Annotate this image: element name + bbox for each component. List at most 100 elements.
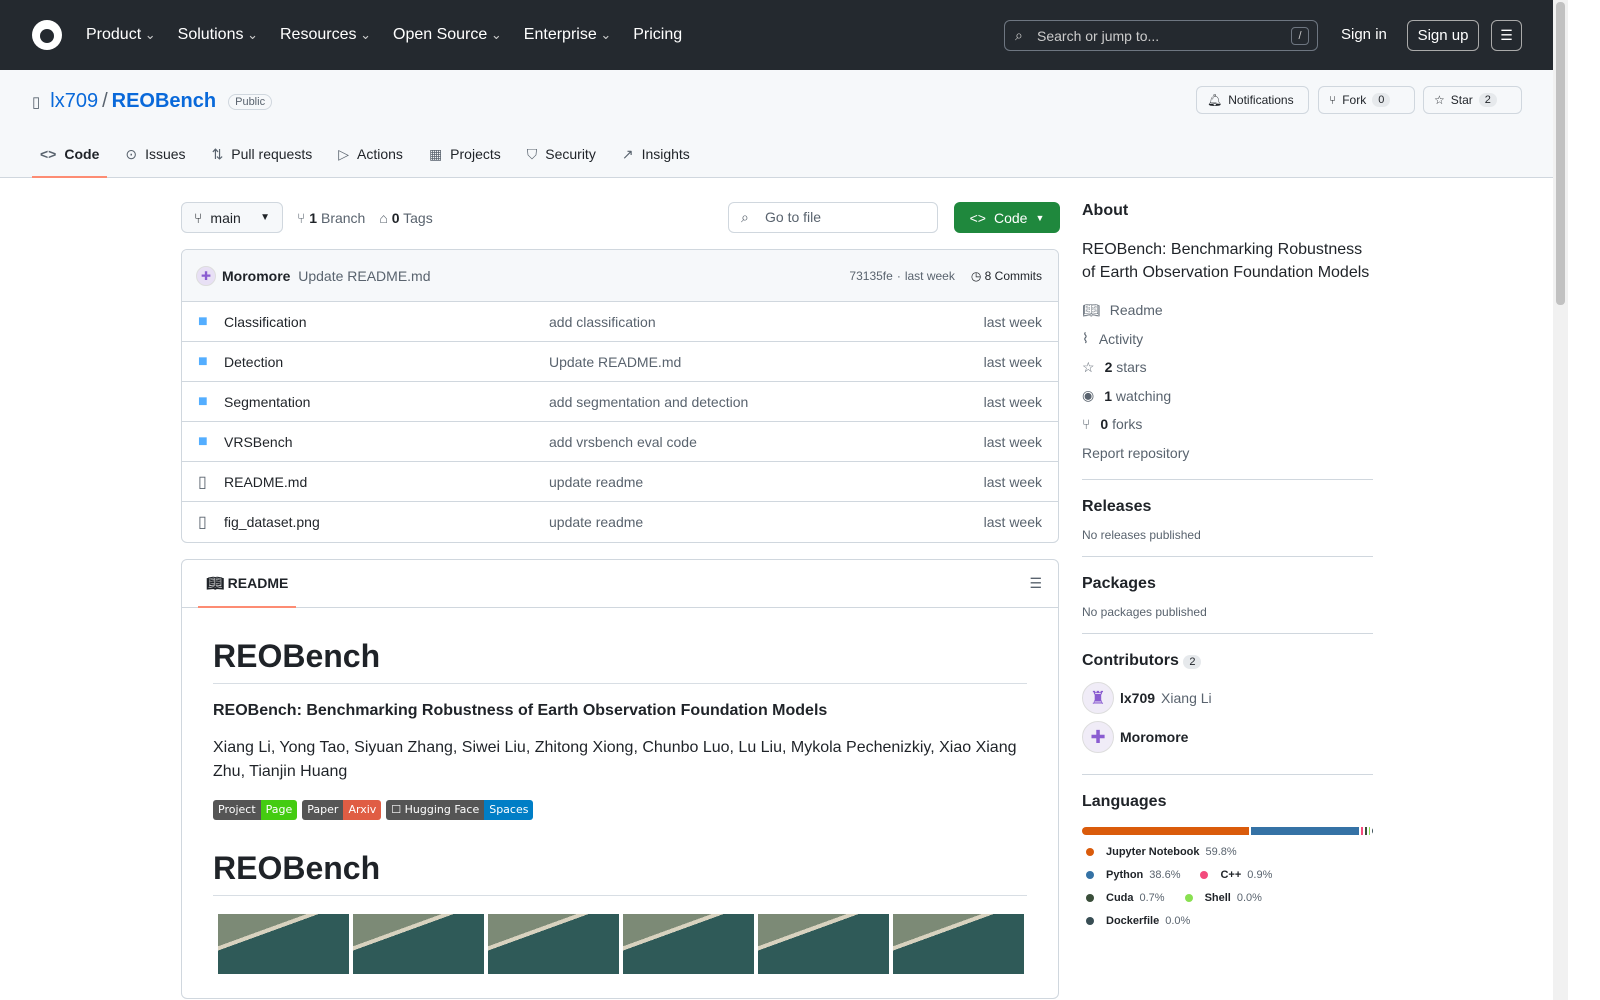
fork-button[interactable]: ⑂ Fork 0 (1318, 86, 1415, 114)
notifications-button[interactable]: 🔔︎ Notifications (1196, 86, 1309, 114)
star-label: Star (1450, 93, 1473, 107)
search-placeholder: Search or jump to... (1037, 27, 1160, 44)
scrollbar-thumb[interactable] (1556, 2, 1565, 305)
language-item[interactable]: Dockerfile 0.0% (1086, 914, 1190, 927)
nav-solutions[interactable]: Solutions (178, 26, 258, 44)
contributor[interactable]: ♜ lx709 Xiang Li (1082, 682, 1373, 714)
language-item[interactable]: Python 38.6% (1086, 868, 1180, 881)
packages-title[interactable]: Packages (1082, 575, 1156, 592)
tab-security[interactable]: ⛉ Security (519, 138, 604, 178)
about-title: About (1082, 202, 1129, 219)
file-time: last week (983, 393, 1042, 410)
branches-label: Branch (320, 209, 366, 226)
language-item[interactable]: Jupyter Notebook 59.8% (1086, 845, 1237, 858)
file-commit-message[interactable]: add vrsbench eval code (549, 433, 697, 450)
branch-select[interactable]: ⑂ main ▼ (181, 202, 283, 233)
folder-icon: ■ (198, 432, 208, 450)
file-icon: ▯ (198, 473, 207, 491)
outline-icon[interactable]: ☰ (1029, 575, 1042, 591)
repo-name-link[interactable]: REOBench (111, 90, 217, 112)
tab-projects[interactable]: ▦ Projects (421, 138, 509, 178)
code-icon: <> (969, 209, 986, 226)
file-name[interactable]: VRSBench (224, 433, 293, 450)
file-row[interactable]: ■ Segmentation add segmentation and detect… (182, 382, 1058, 422)
figure-image (353, 914, 484, 974)
nav-product[interactable]: Product (86, 26, 156, 44)
badge-label: Project (213, 800, 261, 820)
branches-count: 1 (309, 209, 318, 226)
menu-icon[interactable]: ☰ (1491, 20, 1522, 51)
readme-link[interactable]: 📖︎ Readme (1082, 296, 1373, 325)
code-button[interactable]: <> Code ▼ (954, 202, 1060, 233)
nav-resources[interactable]: Resources (280, 26, 371, 44)
branches-link[interactable]: ⑂ 1 Branch (297, 210, 365, 226)
file-commit-message[interactable]: update readme (549, 514, 644, 530)
file-commit-message[interactable]: update readme (549, 473, 644, 490)
avatar[interactable]: ✚ (196, 265, 216, 286)
file-name[interactable]: fig_dataset.png (224, 514, 320, 530)
sign-in-link[interactable]: Sign in (1341, 26, 1387, 43)
nav-open-source[interactable]: Open Source (393, 26, 502, 44)
language-dot-icon (1086, 916, 1094, 925)
activity-link[interactable]: ⌇ Activity (1082, 325, 1373, 354)
badge-value: Arxiv (343, 800, 382, 820)
readme-tab[interactable]: 📖︎ README (198, 561, 297, 608)
commit-author[interactable]: Moromore (222, 267, 291, 284)
tag-icon: ⌂ (379, 209, 392, 226)
file-commit-message[interactable]: add segmentation and detection (549, 393, 749, 410)
separator: / (102, 90, 108, 112)
tab-issues[interactable]: ⊙ Issues (117, 138, 193, 178)
language-item[interactable]: C++ 0.9% (1200, 868, 1272, 881)
readme-authors: Xiang Li, Yong Tao, Siyuan Zhang, Siwei … (213, 739, 1017, 780)
file-commit-message[interactable]: Update README.md (549, 353, 682, 370)
commits-link[interactable]: ◷ 8 Commits (971, 269, 1042, 283)
tab-actions[interactable]: ▷ Actions (330, 138, 411, 178)
global-header: Product Solutions Resources Open Source … (0, 0, 1553, 70)
tab-pull-requests[interactable]: ⇅ Pull requests (204, 138, 321, 178)
file-commit-message[interactable]: add classification (549, 313, 656, 330)
file-name[interactable]: Detection (224, 353, 284, 370)
file-name[interactable]: Classification (224, 313, 307, 330)
search-input[interactable]: ⌕ Search or jump to... / (1004, 20, 1318, 51)
dataset-figure (213, 914, 1027, 974)
file-row[interactable]: ■ Classification add classification last we… (182, 302, 1058, 342)
sign-up-button[interactable]: Sign up (1407, 20, 1479, 51)
file-name[interactable]: Segmentation (224, 393, 311, 410)
search-shortcut: / (1291, 27, 1309, 45)
language-dot-icon (1086, 847, 1094, 856)
repo-owner-link[interactable]: lx709 (50, 90, 99, 112)
nav-pricing[interactable]: Pricing (633, 26, 683, 43)
file-row[interactable]: ▯ README.md update readme last week (182, 462, 1058, 502)
readme-panel: 📖︎ README ☰ REOBench REOBench: Benchmarki… (181, 559, 1059, 999)
file-row[interactable]: ■ Detection Update README.md last week (182, 342, 1058, 382)
forks-link[interactable]: ⑂ 0 forks (1082, 410, 1373, 439)
nav-enterprise[interactable]: Enterprise (524, 26, 611, 44)
file-row[interactable]: ■ VRSBench add vrsbench eval code last week (182, 422, 1058, 462)
tab-insights[interactable]: ↗ Insights (614, 138, 698, 178)
caret-down-icon: ▼ (260, 212, 270, 223)
tags-link[interactable]: ⌂ 0 Tags (379, 210, 432, 226)
star-icon: ☆ (1434, 93, 1445, 107)
badge-link[interactable]: ☐ Hugging Face Spaces (386, 800, 534, 820)
go-to-file-input[interactable]: ⌕ Go to file (728, 202, 938, 233)
report-repository-link[interactable]: Report repository (1082, 444, 1190, 461)
commit-hash[interactable]: 73135fe (849, 268, 893, 283)
file-name[interactable]: README.md (224, 473, 308, 490)
star-count: 2 (1478, 93, 1497, 107)
file-row[interactable]: ▯ fig_dataset.png update readme last week (182, 502, 1058, 542)
github-logo-icon[interactable] (32, 20, 62, 50)
language-item[interactable]: Shell 0.0% (1184, 891, 1262, 904)
language-percent: 0.7% (1139, 891, 1165, 904)
contributors-title[interactable]: Contributors 2 (1082, 652, 1373, 670)
language-list: Jupyter Notebook 59.8% Python 38.6% C++ 0.9% C… (1082, 845, 1373, 937)
tab-code[interactable]: <> Code (32, 138, 108, 178)
star-button[interactable]: ☆ Star 2 (1423, 86, 1522, 114)
releases-title[interactable]: Releases (1082, 498, 1152, 515)
stars-link[interactable]: ☆ 2 stars (1082, 353, 1373, 382)
badge-link[interactable]: Paper Arxiv (302, 800, 382, 820)
commit-message[interactable]: Update README.md (298, 267, 431, 284)
language-item[interactable]: Cuda 0.7% (1086, 891, 1165, 904)
contributor[interactable]: ✚ Moromore (1082, 721, 1373, 753)
badge-link[interactable]: Project Page (213, 800, 298, 820)
watching-link[interactable]: ◉ 1 watching (1082, 382, 1373, 411)
